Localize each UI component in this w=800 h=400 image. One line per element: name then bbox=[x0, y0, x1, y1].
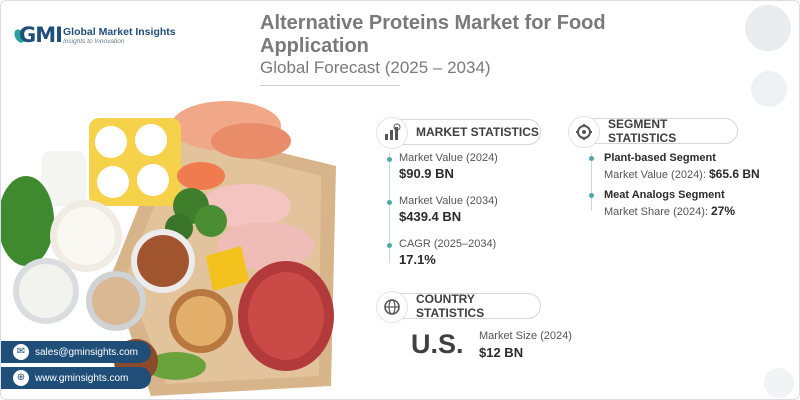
bullet-dot bbox=[387, 243, 392, 248]
bullet-dot bbox=[387, 200, 392, 205]
segment-stats-connector bbox=[591, 153, 592, 211]
page-subtitle: Global Forecast (2025 – 2034) bbox=[260, 58, 491, 77]
plant-based-segment-value: Market Value (2024): $65.6 BN bbox=[604, 167, 760, 181]
gmi-logo-icon: GMI bbox=[12, 23, 63, 49]
globe-icon bbox=[376, 291, 408, 323]
country-market-size-label: Market Size (2024) bbox=[479, 330, 572, 342]
market-stats-connector bbox=[389, 153, 390, 263]
title-divider bbox=[260, 85, 400, 86]
brand-name: Global Market Insights bbox=[63, 25, 176, 38]
meat-analogs-segment-share: Market Share (2024): 27% bbox=[604, 204, 736, 218]
country-statistics-heading: COUNTRY STATISTICS bbox=[376, 291, 541, 323]
country-code: U.S. bbox=[411, 329, 464, 359]
mail-icon: ✉ bbox=[13, 344, 29, 360]
website-text: www.gminsights.com bbox=[35, 372, 129, 384]
segment-gear-icon bbox=[568, 116, 600, 148]
cagr-stat: CAGR (2025–2034) 17.1% bbox=[399, 238, 497, 267]
brand-logo[interactable]: GMI Global Market Insights Insights to I… bbox=[12, 23, 176, 49]
bullet-dot bbox=[589, 193, 594, 198]
brand-tagline: Insights to Innovation bbox=[63, 38, 125, 45]
bullet-dot bbox=[589, 156, 594, 161]
decor-bubble bbox=[751, 71, 787, 107]
globe-icon: ⊕ bbox=[13, 370, 29, 386]
website-contact[interactable]: ⊕ www.gminsights.com bbox=[1, 367, 151, 389]
segment-statistics-heading: SEGMENT STATISTICS bbox=[568, 116, 738, 148]
email-text: sales@gminsights.com bbox=[35, 346, 138, 358]
market-statistics-heading: MARKET STATISTICS bbox=[376, 117, 541, 149]
country-market-size-value: $12 BN bbox=[479, 345, 524, 360]
bullet-dot bbox=[387, 157, 392, 162]
market-value-2024: Market Value (2024) $90.9 BN bbox=[399, 152, 498, 181]
market-value-2034: Market Value (2034) $439.4 BN bbox=[399, 195, 498, 224]
decor-bubble bbox=[764, 368, 794, 398]
bar-chart-globe-icon bbox=[376, 117, 408, 149]
meat-analogs-segment-title: Meat Analogs Segment bbox=[604, 189, 725, 201]
decor-bubble bbox=[745, 5, 791, 51]
food-photo bbox=[1, 96, 341, 399]
page-title: Alternative Proteins Market for Food App… bbox=[260, 12, 606, 57]
email-contact[interactable]: ✉ sales@gminsights.com bbox=[1, 341, 151, 363]
plant-based-segment-title: Plant-based Segment bbox=[604, 152, 716, 164]
